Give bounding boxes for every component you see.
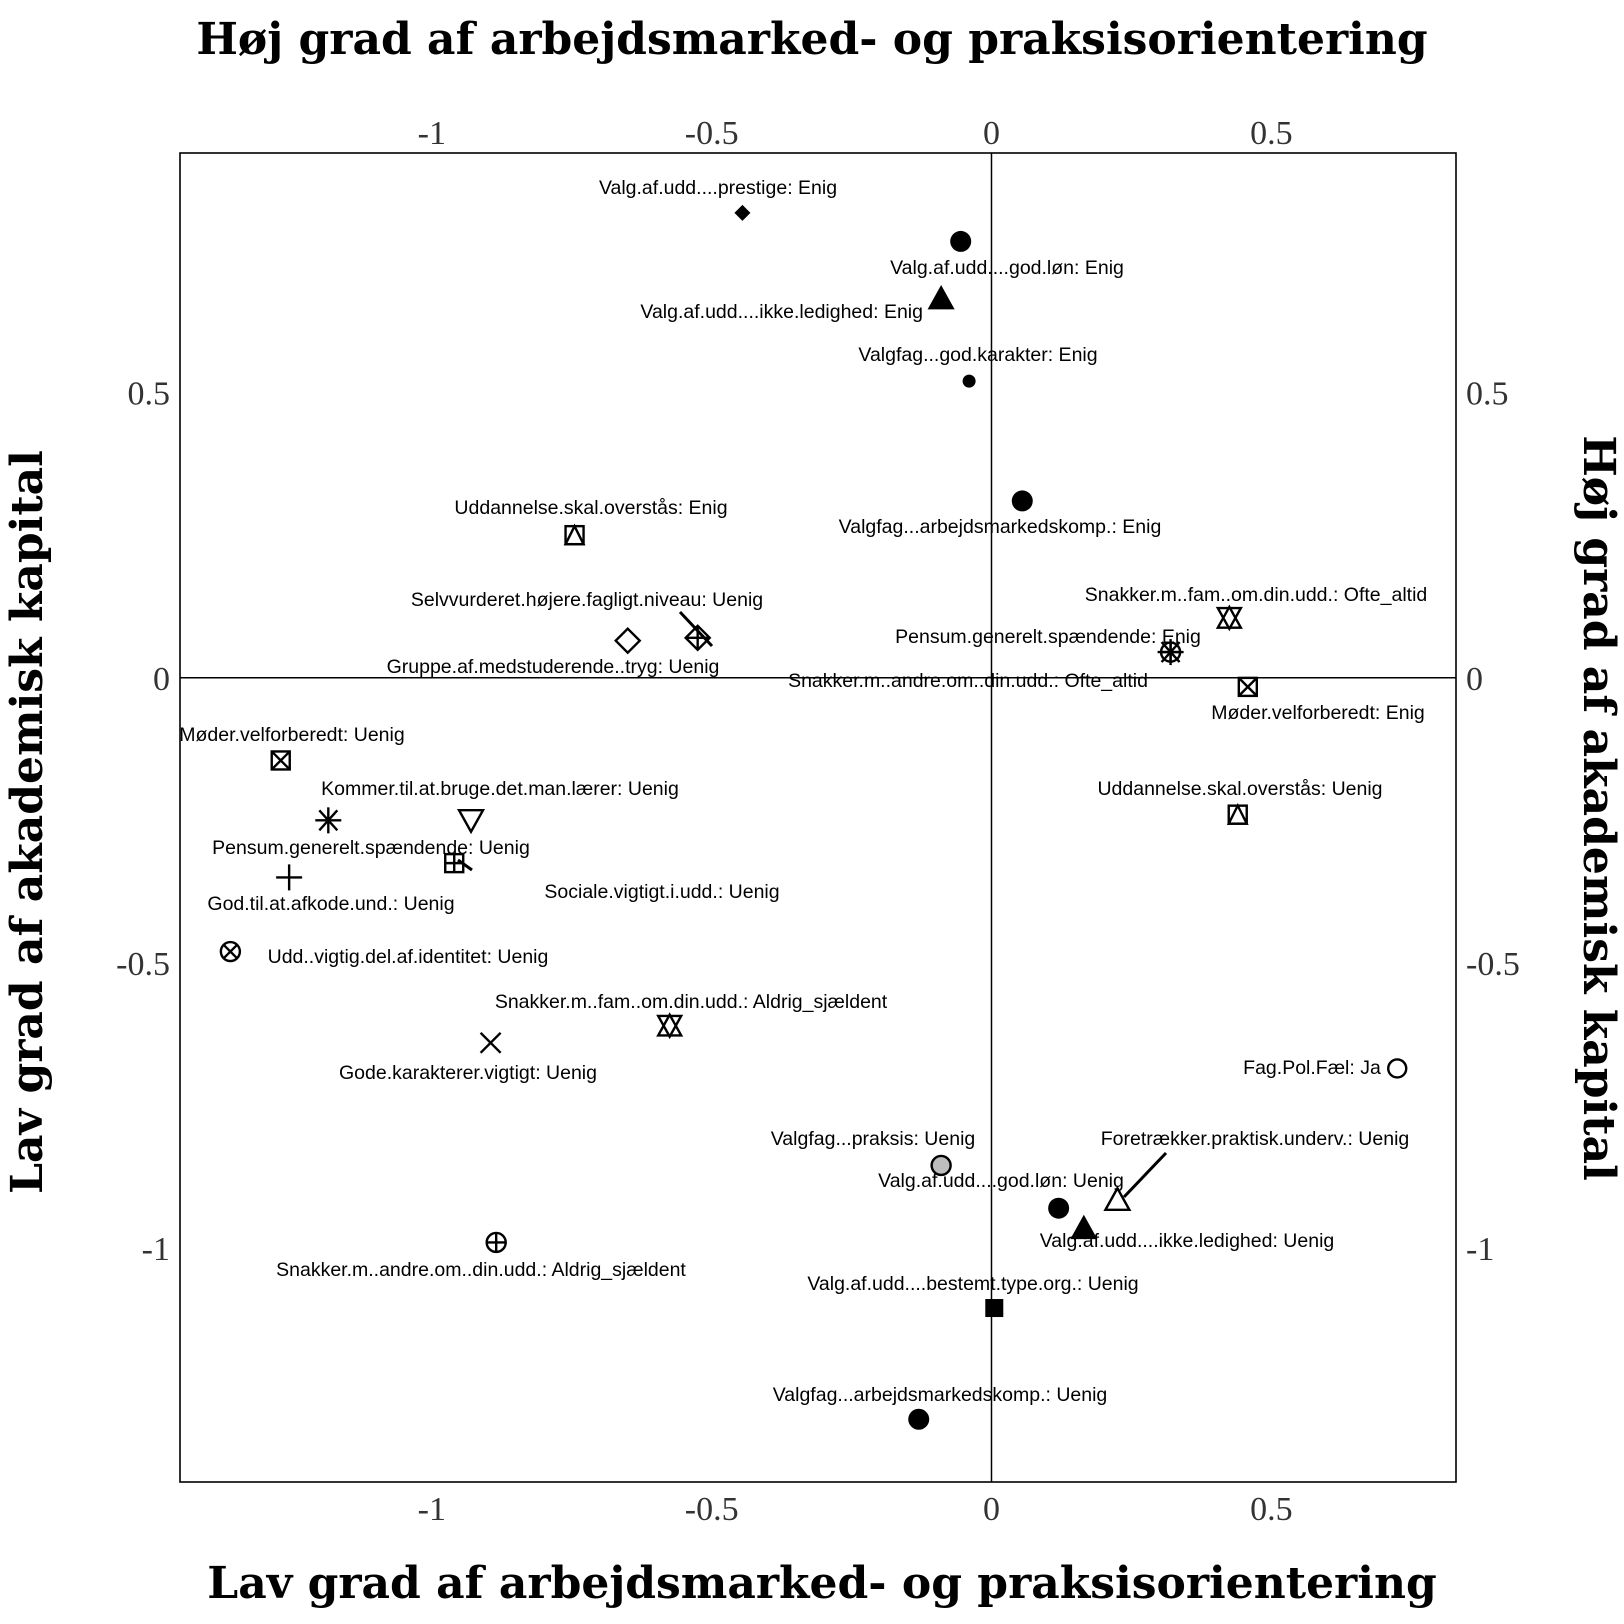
x-tick-label-bottom: -1 bbox=[418, 1491, 446, 1528]
point-label: Valg.af.udd....ikke.ledighed: Enig bbox=[640, 301, 923, 323]
point-marker bbox=[276, 864, 303, 891]
point-marker bbox=[734, 204, 751, 221]
point-marker bbox=[485, 1231, 507, 1254]
y-tick-label-right: -0.5 bbox=[1466, 946, 1520, 983]
point-label: Selvvurderet.højere.fagligt.niveau: Ueni… bbox=[411, 589, 763, 611]
point-label: Uddannelse.skal.overstås: Enig bbox=[454, 497, 727, 519]
x-tick-label-top: 0.5 bbox=[1250, 115, 1293, 152]
point-marker bbox=[219, 940, 242, 963]
point-marker bbox=[985, 1299, 1004, 1318]
y-tick-label-left: 0 bbox=[153, 661, 170, 698]
point-label: Valg.af.udd....god.løn: Enig bbox=[890, 257, 1124, 279]
point-label: Pensum.generelt.spændende: Enig bbox=[895, 626, 1201, 648]
point-label: Snakker.m..fam..om.din.udd.: Ofte_altid bbox=[1085, 584, 1428, 606]
x-tick-label-top: -1 bbox=[418, 115, 446, 152]
y-tick-label-left: -0.5 bbox=[116, 946, 170, 983]
point-label: Pensum.generelt.spændende: Uenig bbox=[212, 837, 530, 859]
point-marker bbox=[1237, 676, 1259, 698]
point-marker bbox=[930, 1154, 952, 1177]
axis-title-bottom: Lav grad af arbejdsmarked- og praksisori… bbox=[207, 1558, 1436, 1609]
point-marker bbox=[1159, 641, 1182, 663]
point-marker bbox=[908, 1408, 930, 1430]
point-label: Foretrækker.praktisk.underv.: Uenig bbox=[1101, 1128, 1410, 1150]
point-label: Valgfag...god.karakter: Enig bbox=[858, 344, 1097, 366]
point-marker bbox=[1011, 490, 1033, 512]
point-marker bbox=[456, 808, 486, 835]
point-markers bbox=[219, 204, 1408, 1430]
point-label: Gruppe.af.medstuderende..tryg: Uenig bbox=[387, 656, 720, 678]
point-label: Fag.Pol.Fæl: Ja bbox=[1243, 1057, 1381, 1079]
y-tick-label-left: -1 bbox=[142, 1231, 170, 1268]
y-tick-label-right: -1 bbox=[1466, 1231, 1494, 1268]
point-marker bbox=[927, 285, 955, 310]
point-label: Kommer.til.at.bruge.det.man.lærer: Uenig bbox=[321, 778, 679, 800]
y-tick-label-right: 0 bbox=[1466, 661, 1483, 698]
point-marker bbox=[444, 852, 465, 874]
point-marker bbox=[950, 230, 972, 252]
point-label: Valgfag...arbejdsmarkedskomp.: Uenig bbox=[773, 1384, 1108, 1406]
plot-panel-border bbox=[179, 152, 1457, 1483]
leader-line bbox=[457, 858, 473, 872]
axis-ticks: -1 -1 -0.5 -0.5 0 0 0.5 0.5 0.5 0.5 0 0 -0.5 -0.5 -1 -1 bbox=[116, 115, 1520, 1528]
axis-title-right: Høj grad af akademisk kapital bbox=[1573, 435, 1624, 1181]
point-marker bbox=[614, 626, 642, 655]
x-tick-label-bottom: 0 bbox=[983, 1491, 1000, 1528]
y-tick-label-left: 0.5 bbox=[128, 376, 171, 413]
point-labels: Valg.af.udd....prestige: Enig Valg.af.udd… bbox=[179, 177, 1427, 1406]
point-label: God.til.at.afkode.und.: Uenig bbox=[207, 893, 454, 915]
point-marker bbox=[1070, 1214, 1098, 1240]
y-tick-label-right: 0.5 bbox=[1466, 376, 1509, 413]
point-marker bbox=[962, 374, 976, 388]
axis-title-top: Høj grad af arbejdsmarked- og praksisori… bbox=[196, 14, 1427, 65]
axis-title-left: Lav grad af akademisk kapital bbox=[2, 450, 53, 1194]
point-marker bbox=[270, 750, 291, 771]
point-label: Snakker.m..andre.om..din.udd.: Aldrig_sj… bbox=[276, 1259, 686, 1281]
point-marker bbox=[479, 1031, 502, 1054]
point-label: Valg.af.udd....bestemt.type.org.: Uenig bbox=[807, 1273, 1138, 1295]
point-label: Uddannelse.skal.overstås: Uenig bbox=[1097, 778, 1382, 800]
point-label: Møder.velforberedt: Uenig bbox=[179, 724, 404, 746]
x-tick-label-top: -0.5 bbox=[685, 115, 739, 152]
x-tick-label-bottom: -0.5 bbox=[685, 1491, 739, 1528]
point-marker bbox=[656, 1012, 684, 1040]
leader-line bbox=[1122, 1151, 1168, 1199]
point-marker bbox=[563, 523, 586, 546]
point-marker bbox=[315, 807, 342, 834]
point-marker bbox=[1048, 1197, 1070, 1219]
x-tick-label-top: 0 bbox=[983, 115, 1000, 152]
point-label: Snakker.m..fam..om.din.udd.: Aldrig_sjæl… bbox=[495, 991, 888, 1013]
x-tick-label-bottom: 0.5 bbox=[1250, 1491, 1293, 1528]
point-marker bbox=[1387, 1058, 1408, 1079]
point-label: Valgfag...arbejdsmarkedskomp.: Enig bbox=[839, 516, 1162, 538]
point-marker bbox=[683, 624, 712, 652]
point-label: Valg.af.udd....prestige: Enig bbox=[599, 177, 837, 199]
point-label: Udd..vigtig.del.af.identitet: Uenig bbox=[268, 946, 549, 968]
point-label: Snakker.m..andre.om..din.udd.: Ofte_alti… bbox=[788, 670, 1148, 692]
point-label: Møder.velforberedt: Enig bbox=[1211, 702, 1425, 724]
point-label: Valg.af.udd....ikke.ledighed: Uenig bbox=[1040, 1230, 1335, 1252]
point-marker bbox=[1226, 802, 1249, 825]
point-marker bbox=[1103, 1185, 1132, 1212]
point-label: Valg.af.udd....god.løn: Uenig bbox=[878, 1170, 1124, 1192]
point-label: Gode.karakterer.vigtigt: Uenig bbox=[339, 1062, 597, 1084]
point-marker bbox=[1215, 604, 1243, 632]
point-label: Sociale.vigtigt.i.udd.: Uenig bbox=[544, 881, 779, 903]
point-label: Valgfag...praksis: Uenig bbox=[771, 1128, 976, 1150]
